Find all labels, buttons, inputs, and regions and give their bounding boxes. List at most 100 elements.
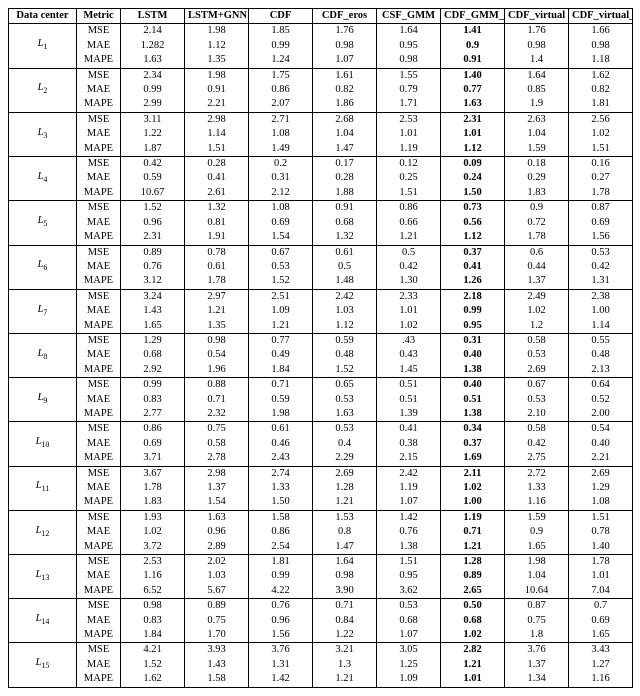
value-cell: 0.88 <box>185 378 249 393</box>
value-cell: 0.53 <box>569 245 633 260</box>
metric-cell: MAPE <box>77 97 121 112</box>
metric-cell: MSE <box>77 68 121 83</box>
value-cell: 1.42 <box>249 672 313 687</box>
value-cell: 0.40 <box>441 378 505 393</box>
value-cell: 1.37 <box>505 274 569 289</box>
metric-cell: MAPE <box>77 230 121 245</box>
value-cell: 1.12 <box>313 319 377 334</box>
table-row: MAPE3.712.782.432.292.151.692.752.21 <box>9 451 633 466</box>
value-cell: 1.35 <box>185 319 249 334</box>
metric-cell: MAPE <box>77 540 121 555</box>
value-cell: 1.39 <box>377 407 441 422</box>
value-cell: 1.02 <box>441 481 505 495</box>
value-cell: 2.53 <box>121 555 185 570</box>
value-cell: 1.63 <box>313 407 377 422</box>
value-cell: 0.99 <box>121 83 185 97</box>
value-cell: 0.31 <box>249 171 313 185</box>
value-cell: 1.02 <box>441 628 505 643</box>
value-cell: 1.08 <box>249 201 313 216</box>
value-cell: 2.18 <box>441 289 505 304</box>
table-row: MAPE1.841.701.561.221.071.021.81.65 <box>9 628 633 643</box>
table-row: MAPE6.525.674.223.903.622.6510.647.04 <box>9 584 633 599</box>
value-cell: 1.49 <box>249 142 313 157</box>
value-cell: 0.28 <box>313 171 377 185</box>
table-row: MAPE3.722.892.541.471.381.211.651.40 <box>9 540 633 555</box>
value-cell: 0.76 <box>377 525 441 539</box>
value-cell: 1.83 <box>121 495 185 510</box>
value-cell: 1.33 <box>249 481 313 495</box>
value-cell: 2.07 <box>249 97 313 112</box>
value-cell: 1.51 <box>377 186 441 201</box>
value-cell: 0.82 <box>313 83 377 97</box>
metric-cell: MAE <box>77 39 121 53</box>
value-cell: 1.02 <box>569 127 633 141</box>
value-cell: 1.32 <box>185 201 249 216</box>
value-cell: 1.51 <box>569 142 633 157</box>
value-cell: 0.56 <box>441 216 505 230</box>
value-cell: 1.04 <box>313 127 377 141</box>
value-cell: 0.53 <box>505 348 569 362</box>
value-cell: 1.52 <box>249 274 313 289</box>
metric-cell: MSE <box>77 555 121 570</box>
value-cell: 3.62 <box>377 584 441 599</box>
value-cell: 1.07 <box>377 495 441 510</box>
table-row: MAE1.020.960.860.80.760.710.90.78 <box>9 525 633 539</box>
value-cell: 1.34 <box>505 672 569 687</box>
table-row: L14MSE0.980.890.760.710.530.500.870.7 <box>9 599 633 614</box>
value-cell: 1.02 <box>121 525 185 539</box>
value-cell: 1.21 <box>441 540 505 555</box>
value-cell: 3.72 <box>121 540 185 555</box>
metric-cell: MSE <box>77 466 121 481</box>
value-cell: 1.38 <box>377 540 441 555</box>
metric-cell: MAE <box>77 569 121 583</box>
value-cell: 1.61 <box>313 68 377 83</box>
value-cell: 1.00 <box>569 304 633 318</box>
value-cell: 0.53 <box>377 599 441 614</box>
metric-cell: MAPE <box>77 451 121 466</box>
value-cell: 1.43 <box>185 658 249 672</box>
value-cell: 3.12 <box>121 274 185 289</box>
metric-cell: MAE <box>77 304 121 318</box>
data-center-cell: L13 <box>9 555 77 599</box>
value-cell: 1.40 <box>569 540 633 555</box>
value-cell: 7.04 <box>569 584 633 599</box>
value-cell: 3.43 <box>569 643 633 658</box>
value-cell: 1.07 <box>313 53 377 68</box>
value-cell: 1.01 <box>569 569 633 583</box>
value-cell: 5.67 <box>185 584 249 599</box>
value-cell: 1.63 <box>441 97 505 112</box>
data-center-cell: L10 <box>9 422 77 466</box>
value-cell: 0.24 <box>441 171 505 185</box>
value-cell: 0.83 <box>121 393 185 407</box>
table-row: MAPE3.121.781.521.481.301.261.371.31 <box>9 274 633 289</box>
metric-cell: MSE <box>77 289 121 304</box>
metric-cell: MAE <box>77 127 121 141</box>
value-cell: 0.89 <box>185 599 249 614</box>
value-cell: 2.63 <box>505 112 569 127</box>
value-cell: 2.97 <box>185 289 249 304</box>
value-cell: 1.76 <box>313 24 377 39</box>
table-row: MAPE2.921.961.841.521.451.382.692.13 <box>9 363 633 378</box>
value-cell: 1.02 <box>505 304 569 318</box>
value-cell: 2.51 <box>249 289 313 304</box>
value-cell: 0.37 <box>441 245 505 260</box>
value-cell: 0.41 <box>441 260 505 274</box>
value-cell: 0.98 <box>505 39 569 53</box>
value-cell: 0.12 <box>377 157 441 172</box>
value-cell: 0.84 <box>313 614 377 628</box>
value-cell: 0.68 <box>121 348 185 362</box>
value-cell: 1.83 <box>505 186 569 201</box>
value-cell: 1.63 <box>121 53 185 68</box>
table-row: MAPE10.672.612.121.881.511.501.831.78 <box>9 186 633 201</box>
metric-cell: MAPE <box>77 319 121 334</box>
col-lstm: LSTM <box>121 9 185 24</box>
value-cell: 1.52 <box>313 363 377 378</box>
value-cell: 4.22 <box>249 584 313 599</box>
table-row: MAE0.760.610.530.50.420.410.440.42 <box>9 260 633 274</box>
value-cell: 1.21 <box>441 658 505 672</box>
value-cell: 2.10 <box>505 407 569 422</box>
value-cell: 0.53 <box>313 422 377 437</box>
value-cell: 0.40 <box>441 348 505 362</box>
value-cell: 0.85 <box>505 83 569 97</box>
metric-cell: MAPE <box>77 363 121 378</box>
